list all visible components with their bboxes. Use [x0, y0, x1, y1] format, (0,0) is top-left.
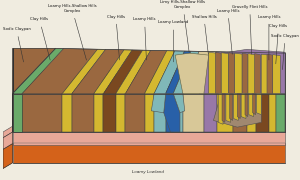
Polygon shape: [62, 69, 72, 132]
Polygon shape: [267, 54, 273, 94]
Polygon shape: [273, 55, 280, 94]
Polygon shape: [3, 132, 13, 168]
Polygon shape: [247, 53, 261, 94]
Polygon shape: [269, 53, 277, 94]
Polygon shape: [215, 52, 221, 94]
Polygon shape: [226, 94, 231, 122]
Polygon shape: [175, 53, 209, 94]
Polygon shape: [103, 50, 142, 94]
Polygon shape: [3, 126, 13, 138]
Polygon shape: [164, 94, 180, 132]
Text: Clay Hills: Clay Hills: [269, 24, 287, 64]
Polygon shape: [230, 94, 232, 120]
Text: Gravelly Flint Hills: Gravelly Flint Hills: [232, 5, 268, 54]
Polygon shape: [116, 69, 125, 132]
Polygon shape: [173, 51, 199, 94]
Polygon shape: [253, 94, 256, 115]
Polygon shape: [94, 69, 104, 132]
Polygon shape: [22, 49, 98, 94]
Polygon shape: [145, 69, 154, 132]
Polygon shape: [103, 69, 116, 132]
Polygon shape: [213, 94, 261, 127]
Polygon shape: [249, 94, 254, 117]
Polygon shape: [125, 69, 145, 132]
Polygon shape: [261, 54, 269, 94]
Polygon shape: [245, 94, 248, 117]
Polygon shape: [166, 69, 173, 132]
Text: Clay Hills: Clay Hills: [107, 15, 125, 60]
Polygon shape: [151, 94, 166, 113]
Polygon shape: [94, 50, 132, 94]
Polygon shape: [269, 69, 276, 132]
Polygon shape: [125, 50, 167, 94]
Text: Limy Hills-Shallow Hills
Complex: Limy Hills-Shallow Hills Complex: [160, 0, 205, 52]
Text: Sodic Claypan: Sodic Claypan: [271, 34, 299, 70]
Polygon shape: [13, 48, 64, 94]
Polygon shape: [229, 53, 235, 94]
Polygon shape: [199, 49, 285, 94]
Polygon shape: [22, 69, 62, 132]
Text: Loamy Lowland: Loamy Lowland: [158, 20, 188, 62]
Polygon shape: [183, 51, 217, 94]
Text: Shallow Hills: Shallow Hills: [191, 15, 216, 54]
Text: Loamy Hills: Loamy Hills: [134, 17, 156, 60]
Polygon shape: [154, 69, 166, 132]
Polygon shape: [3, 132, 13, 149]
Polygon shape: [183, 69, 204, 132]
Text: Loamy Hills: Loamy Hills: [217, 9, 239, 54]
Polygon shape: [154, 51, 184, 94]
Text: Clay Hills: Clay Hills: [30, 17, 50, 60]
Polygon shape: [217, 52, 241, 94]
Polygon shape: [166, 51, 191, 94]
Text: Sodic Claypan: Sodic Claypan: [2, 27, 30, 62]
Polygon shape: [248, 54, 256, 94]
Polygon shape: [3, 143, 13, 168]
Text: Loamy Lowland: Loamy Lowland: [132, 170, 164, 174]
Polygon shape: [209, 52, 216, 94]
Polygon shape: [255, 54, 260, 94]
Polygon shape: [233, 94, 238, 120]
Polygon shape: [72, 69, 94, 132]
Polygon shape: [173, 69, 183, 132]
Polygon shape: [204, 52, 228, 94]
Polygon shape: [13, 69, 22, 132]
Polygon shape: [232, 69, 247, 132]
Polygon shape: [173, 94, 185, 113]
Text: Loamy Hills-Shallow Hills
Complex: Loamy Hills-Shallow Hills Complex: [48, 4, 96, 60]
Polygon shape: [241, 94, 246, 118]
Polygon shape: [237, 94, 240, 118]
Polygon shape: [242, 53, 248, 94]
Polygon shape: [256, 53, 272, 94]
Polygon shape: [62, 49, 106, 94]
Polygon shape: [13, 132, 285, 145]
Polygon shape: [217, 69, 232, 132]
Polygon shape: [13, 48, 56, 132]
Polygon shape: [13, 48, 22, 132]
Polygon shape: [116, 50, 151, 94]
Polygon shape: [13, 143, 285, 163]
Polygon shape: [222, 94, 225, 122]
Polygon shape: [276, 53, 285, 94]
Polygon shape: [232, 52, 253, 94]
Polygon shape: [256, 69, 269, 132]
Polygon shape: [218, 94, 223, 124]
Polygon shape: [276, 69, 285, 132]
Polygon shape: [72, 50, 124, 94]
Polygon shape: [145, 51, 175, 94]
Polygon shape: [204, 69, 217, 132]
Polygon shape: [221, 53, 229, 94]
Polygon shape: [235, 53, 242, 94]
Polygon shape: [247, 69, 256, 132]
Text: Loamy Hills: Loamy Hills: [258, 15, 280, 60]
Polygon shape: [256, 94, 261, 115]
